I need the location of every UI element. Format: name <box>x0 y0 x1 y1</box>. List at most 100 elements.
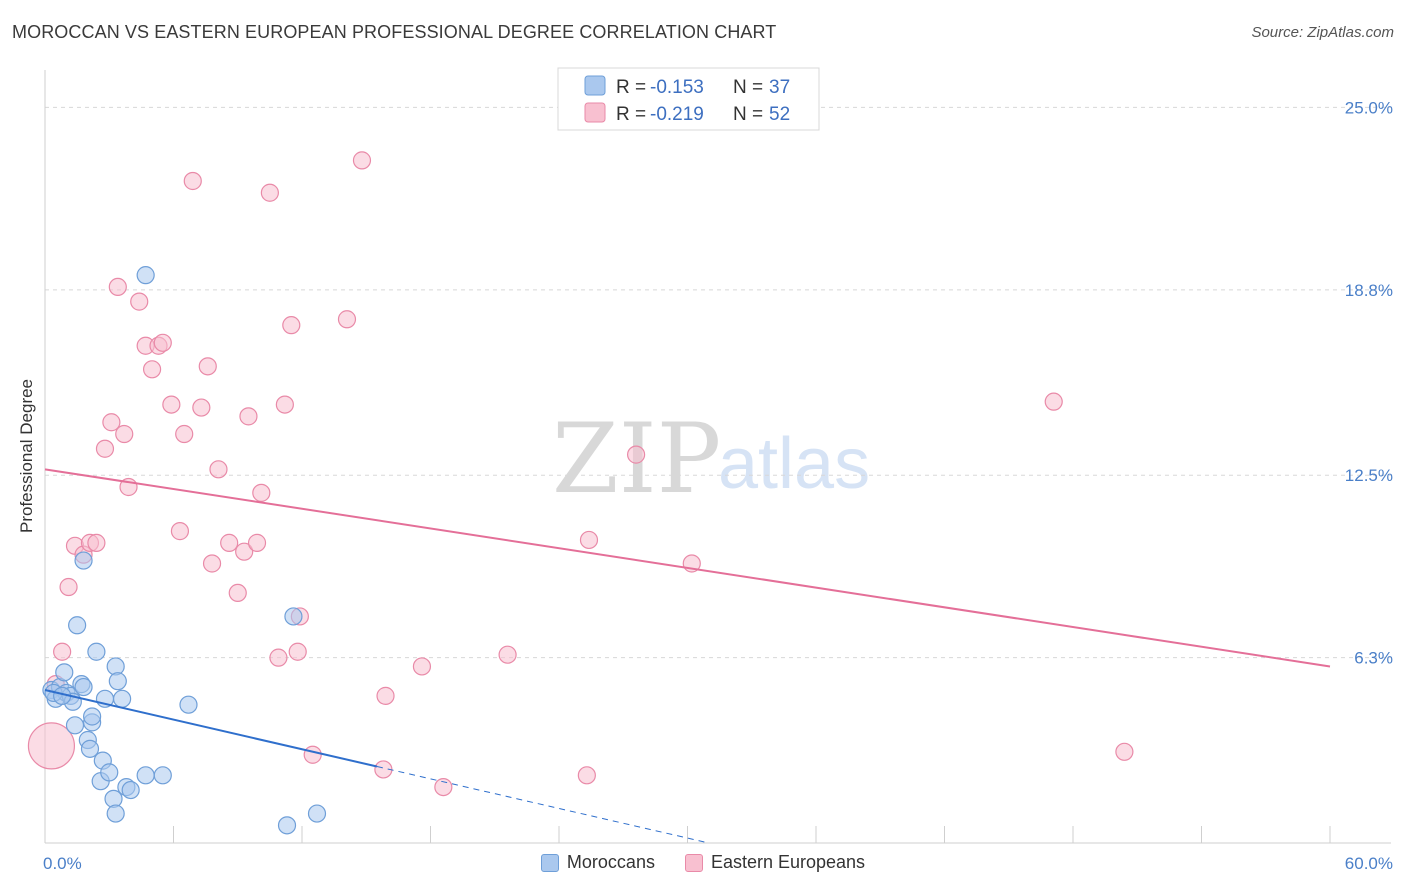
y-tick-label: 12.5% <box>1345 466 1393 485</box>
moroccans-point <box>112 689 132 708</box>
moroccans-point <box>100 763 119 782</box>
eastern-europeans-point <box>130 292 149 311</box>
moroccans-points <box>42 266 327 835</box>
eastern-europeans-point <box>202 554 222 573</box>
x-ticks <box>44 826 1331 843</box>
eastern-europeans-point <box>183 171 202 191</box>
eastern-europeans-point <box>53 642 72 661</box>
moroccans-point <box>65 716 85 735</box>
eastern-europeans-point <box>282 316 301 335</box>
legend-swatch-eastern-europeans-bottom <box>684 853 703 872</box>
eastern-europeans-point <box>108 277 127 297</box>
eastern-europeans-point <box>162 395 181 414</box>
eastern-europeans-point <box>1044 392 1063 411</box>
eastern-europeans-point <box>102 413 121 432</box>
eastern-europeans-point <box>376 686 395 705</box>
eastern-europeans-point <box>498 645 517 664</box>
eastern-europeans-point <box>95 439 115 458</box>
moroccans-point <box>277 816 297 835</box>
eastern-europeans-point <box>235 542 254 561</box>
moroccans-point <box>153 766 172 785</box>
eastern-europeans-point <box>577 766 596 785</box>
moroccans-point <box>83 707 102 726</box>
eastern-europeans-point <box>260 183 279 202</box>
legend-swatch-eastern-europeans <box>584 102 606 123</box>
eastern-europeans-point <box>626 445 646 464</box>
moroccans-point <box>136 266 155 285</box>
eastern-europeans-point <box>288 642 307 661</box>
x-tick-label-max: 60.0% <box>1345 854 1393 873</box>
trend-lines <box>44 468 1331 844</box>
legend-n-value-moroccans: 37 <box>769 77 790 98</box>
moroccans-point <box>121 780 140 800</box>
eastern-europeans-point <box>303 745 322 764</box>
eastern-europeans-point <box>275 395 294 414</box>
legend-n-label-eastern-europeans: N = <box>733 104 763 125</box>
legend-label-moroccans: Moroccans <box>566 852 655 872</box>
eastern-europeans-point <box>269 648 288 667</box>
eastern-europeans-point <box>239 407 258 426</box>
legend-swatch-moroccans <box>584 75 606 96</box>
eastern-europeans-point <box>352 151 372 170</box>
y-tick-label: 25.0% <box>1345 98 1393 117</box>
eastern-europeans-point <box>198 357 217 376</box>
watermark: ZIP atlas <box>552 403 870 515</box>
legend-r-label-moroccans: R = <box>616 77 646 98</box>
legend-item-moroccans[interactable]: Moroccans <box>540 852 655 873</box>
legend-n-label-moroccans: N = <box>733 77 763 98</box>
eastern-europeans-point <box>247 533 267 552</box>
trend-line-moroccans-extension <box>376 766 710 844</box>
eastern-europeans-point <box>153 333 172 352</box>
trend-line-moroccans <box>44 689 378 768</box>
moroccans-point <box>179 695 198 714</box>
moroccans-point <box>307 804 327 823</box>
gridlines <box>45 106 1391 659</box>
watermark-atlas: atlas <box>718 424 870 504</box>
eastern-europeans-point <box>27 722 76 770</box>
legend-n-value-eastern-europeans: 52 <box>769 104 790 125</box>
legend-correlation: R = -0.153 N = 37 R = -0.219 N = 52 <box>557 67 820 131</box>
legend-swatch-moroccans-bottom <box>540 853 559 872</box>
eastern-europeans-point <box>87 533 106 552</box>
legend-r-value-moroccans: -0.153 <box>650 77 704 98</box>
eastern-europeans-point <box>252 483 271 502</box>
eastern-europeans-point <box>192 398 211 417</box>
moroccans-point <box>106 804 125 823</box>
eastern-europeans-point <box>142 360 162 379</box>
moroccans-point <box>284 607 303 626</box>
eastern-europeans-point <box>115 424 134 444</box>
source-label: Source: ZipAtlas.com <box>1251 24 1394 41</box>
x-tick-label-min: 0.0% <box>43 854 82 873</box>
moroccans-point <box>74 551 93 570</box>
moroccans-point <box>87 642 106 661</box>
eastern-europeans-point <box>579 530 599 550</box>
chart-title: MOROCCAN VS EASTERN EUROPEAN PROFESSIONA… <box>12 22 777 42</box>
axes <box>44 70 1391 844</box>
eastern-europeans-point <box>170 522 190 541</box>
trend-line-eastern-europeans <box>44 468 1331 668</box>
y-tick-label: 18.8% <box>1345 281 1393 300</box>
moroccans-point <box>136 766 155 785</box>
legend-item-eastern-europeans[interactable]: Eastern Europeans <box>684 852 866 873</box>
eastern-europeans-point <box>412 657 432 676</box>
moroccans-point <box>80 739 100 758</box>
y-tick-labels: 6.3% 12.5% 18.8% 25.0% <box>1345 98 1393 667</box>
legend-r-value-eastern-europeans: -0.219 <box>650 104 704 125</box>
moroccans-point <box>108 672 127 691</box>
eastern-europeans-point <box>59 577 78 597</box>
eastern-europeans-point <box>209 460 228 479</box>
eastern-europeans-point <box>434 777 453 797</box>
eastern-europeans-point <box>337 310 357 329</box>
legend-series: Moroccans Eastern Europeans <box>0 852 1406 873</box>
eastern-europeans-point <box>175 424 194 444</box>
y-tick-label: 6.3% <box>1354 649 1393 668</box>
eastern-europeans-point <box>1115 742 1134 761</box>
legend-r-label-eastern-europeans: R = <box>616 104 646 125</box>
moroccans-point <box>68 616 87 635</box>
eastern-europeans-point <box>220 533 239 552</box>
legend-label-eastern-europeans: Eastern Europeans <box>710 852 866 872</box>
moroccans-point <box>55 663 74 682</box>
moroccans-point <box>74 677 93 697</box>
eastern-europeans-point <box>228 583 247 603</box>
